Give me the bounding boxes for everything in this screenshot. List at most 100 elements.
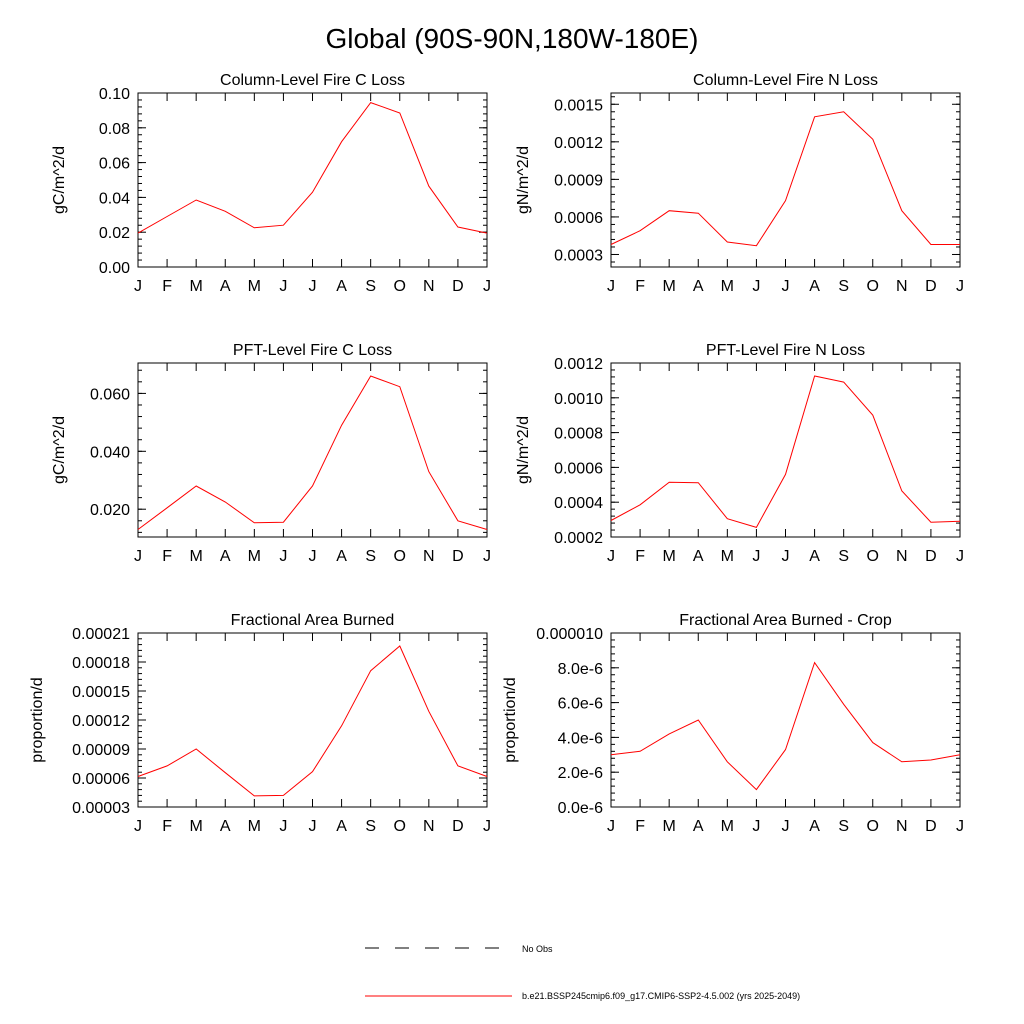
x-tick-label: J xyxy=(607,548,615,565)
y-tick-label: 8.0e-6 xyxy=(558,661,603,678)
y-tick-label: 4.0e-6 xyxy=(558,730,603,747)
x-tick-label: N xyxy=(896,548,908,565)
plot-frame xyxy=(137,632,488,808)
y-tick-label: 2.0e-6 xyxy=(558,765,603,782)
x-tick-label: M xyxy=(190,278,203,295)
plot-frame xyxy=(610,632,961,808)
x-tick-label: O xyxy=(394,548,406,565)
y-tick-label: 0.0015 xyxy=(554,97,603,114)
x-tick-label: N xyxy=(896,278,908,295)
x-tick-label: J xyxy=(782,548,790,565)
x-tick-label: J xyxy=(956,818,964,835)
y-tick-label: 0.00021 xyxy=(72,626,130,643)
x-tick-label: J xyxy=(782,278,790,295)
x-tick-label: J xyxy=(483,818,491,835)
y-axis-label: proportion/d xyxy=(502,677,519,762)
x-tick-label: J xyxy=(956,548,964,565)
x-tick-label: J xyxy=(134,548,142,565)
y-tick-label: 0.00018 xyxy=(72,655,130,672)
x-tick-label: S xyxy=(838,818,849,835)
plot-frame xyxy=(610,362,961,538)
series-line xyxy=(610,111,960,247)
y-tick-label: 0.00009 xyxy=(72,742,130,759)
y-tick-label: 0.04 xyxy=(99,190,130,207)
x-tick-label: A xyxy=(336,278,347,295)
x-tick-label: J xyxy=(956,278,964,295)
panel-title: PFT-Level Fire N Loss xyxy=(706,342,865,359)
legend-no-obs-label: No Obs xyxy=(522,944,553,954)
x-tick-label: J xyxy=(279,548,287,565)
x-tick-label: M xyxy=(721,818,734,835)
x-tick-label: J xyxy=(607,818,615,835)
x-tick-label: J xyxy=(279,278,287,295)
x-tick-label: A xyxy=(693,278,704,295)
series-line xyxy=(610,375,961,528)
x-tick-label: F xyxy=(635,818,645,835)
x-tick-label: A xyxy=(809,818,820,835)
x-tick-label: A xyxy=(336,818,347,835)
y-tick-label: 0.060 xyxy=(90,386,130,403)
x-tick-label: N xyxy=(423,818,435,835)
x-tick-label: D xyxy=(925,548,937,565)
x-tick-label: N xyxy=(423,278,435,295)
y-axis-label: proportion/d xyxy=(29,677,46,762)
panel-title: Fractional Area Burned xyxy=(231,612,395,629)
series-line xyxy=(137,375,488,530)
x-tick-label: M xyxy=(248,548,261,565)
y-axis-label: gC/m^2/d xyxy=(51,416,68,484)
x-tick-label: J xyxy=(309,818,317,835)
x-tick-label: J xyxy=(309,548,317,565)
x-tick-label: O xyxy=(394,278,406,295)
x-tick-label: J xyxy=(309,278,317,295)
y-tick-label: 0.0002 xyxy=(554,530,603,547)
y-tick-label: 0.08 xyxy=(99,121,130,138)
x-tick-label: D xyxy=(925,278,937,295)
x-tick-label: N xyxy=(423,548,435,565)
x-tick-label: S xyxy=(838,278,849,295)
y-tick-label: 0.10 xyxy=(99,86,130,103)
y-tick-label: 0.00012 xyxy=(72,713,130,730)
panel-title: PFT-Level Fire C Loss xyxy=(233,342,392,359)
x-tick-label: O xyxy=(867,818,879,835)
x-tick-label: J xyxy=(607,278,615,295)
x-tick-label: J xyxy=(752,818,760,835)
y-tick-label: 0.0003 xyxy=(554,247,603,264)
x-tick-label: J xyxy=(752,548,760,565)
x-tick-label: J xyxy=(134,278,142,295)
y-axis-label: gN/m^2/d xyxy=(515,416,532,484)
figure-title: Global (90S-90N,180W-180E) xyxy=(325,23,698,54)
x-tick-label: M xyxy=(663,818,676,835)
y-tick-label: 0.0010 xyxy=(554,391,603,408)
x-tick-label: O xyxy=(394,818,406,835)
x-tick-label: A xyxy=(693,818,704,835)
x-tick-label: M xyxy=(663,278,676,295)
x-tick-label: F xyxy=(635,278,645,295)
panel-title: Column-Level Fire N Loss xyxy=(693,72,878,89)
x-tick-label: D xyxy=(925,818,937,835)
x-tick-label: D xyxy=(452,818,464,835)
y-tick-label: 0.06 xyxy=(99,156,130,173)
x-tick-label: S xyxy=(365,818,376,835)
x-tick-label: J xyxy=(279,818,287,835)
y-tick-label: 0.00015 xyxy=(72,684,130,701)
x-tick-label: A xyxy=(693,548,704,565)
x-tick-label: F xyxy=(162,818,172,835)
y-axis-label: gN/m^2/d xyxy=(515,146,532,214)
x-tick-label: J xyxy=(483,548,491,565)
x-tick-label: F xyxy=(162,548,172,565)
x-tick-label: M xyxy=(190,818,203,835)
x-tick-label: M xyxy=(190,548,203,565)
y-tick-label: 0.0008 xyxy=(554,426,603,443)
legend-model-label: b.e21.BSSP245cmip6.f09_g17.CMIP6-SSP2-4.… xyxy=(522,991,800,1001)
y-tick-label: 0.0006 xyxy=(554,460,603,477)
x-tick-label: A xyxy=(809,278,820,295)
y-tick-label: 0.00003 xyxy=(72,800,130,817)
y-tick-label: 0.02 xyxy=(99,225,130,242)
x-tick-label: J xyxy=(134,818,142,835)
y-axis-label: gC/m^2/d xyxy=(51,146,68,214)
y-tick-label: 0.0e-6 xyxy=(558,800,603,817)
x-tick-label: J xyxy=(782,818,790,835)
